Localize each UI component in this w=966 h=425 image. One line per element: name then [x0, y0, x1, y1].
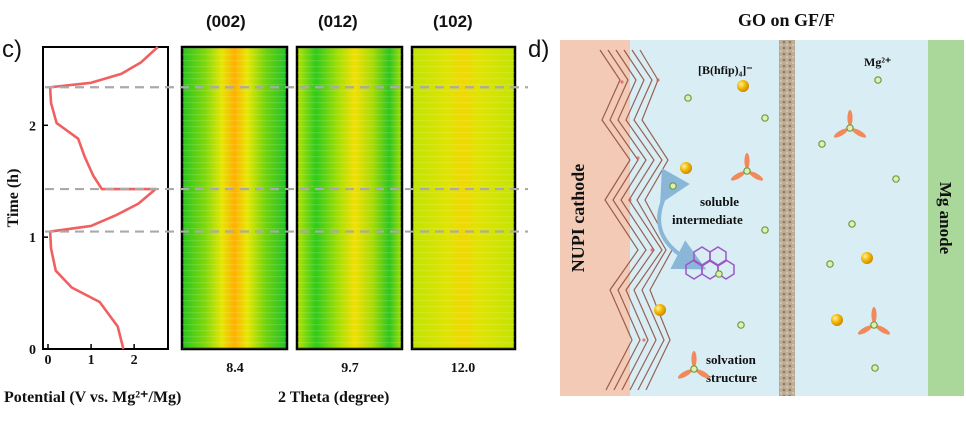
- solvation-label-line2: structure: [706, 370, 757, 385]
- panel-d-schematic: NUPI cathode Mg anode [B(hfip)₄]⁻ Mg²⁺ s…: [560, 40, 964, 396]
- anode-region: [928, 40, 964, 396]
- anion-label: [B(hfip)₄]⁻: [698, 63, 753, 77]
- curved-arrow: [657, 168, 707, 270]
- axis-ticks: 0 1 2 0 1 2: [29, 119, 138, 368]
- x-axis-title-2theta: 2 Theta (degree): [278, 389, 389, 406]
- cation-particles: [669, 76, 900, 372]
- cathode-label: NUPI cathode: [568, 164, 588, 273]
- cation-label: Mg²⁺: [864, 55, 891, 69]
- y-tick-label-0: 0: [29, 343, 36, 358]
- y-tick-label-2: 2: [29, 119, 36, 134]
- heatmap-center-012: 9.7: [341, 361, 359, 376]
- panel-d-label: d): [528, 36, 550, 63]
- heatmap-center-102: 12.0: [451, 361, 476, 376]
- x-axis-title-potential: Potential (V vs. Mg²⁺/Mg): [4, 389, 181, 406]
- y-axis-title: Time (h): [5, 169, 22, 228]
- hkl-label-012: (012): [318, 12, 358, 31]
- hkl-label-102: (102): [433, 12, 473, 31]
- x-tick-label-0: 0: [45, 353, 52, 368]
- anion-particles: [654, 80, 873, 326]
- heatmap-center-002: 8.4: [226, 361, 244, 376]
- panel-c-label: c): [2, 36, 22, 63]
- anode-label: Mg anode: [936, 182, 955, 255]
- nupi-layers: [599, 49, 673, 391]
- x-tick-label-2: 2: [131, 353, 138, 368]
- solvation-label-line1: solvation: [706, 352, 757, 367]
- x-tick-label-1: 1: [88, 353, 95, 368]
- panel-c-figure: 0 1 2 0 1 2 Time (h) Potential (V vs. Mg²⁺/Mg…: [4, 45, 528, 406]
- dashed-time-markers: [45, 86, 528, 233]
- y-tick-label-1: 1: [29, 231, 36, 246]
- solvation-structures: [677, 110, 891, 379]
- intermediate-label-line2: intermediate: [672, 212, 743, 227]
- potential-plot-frame: [42, 46, 169, 350]
- intermediate-label-line1: soluble: [700, 194, 739, 209]
- separator: [779, 40, 795, 396]
- hkl-label-002: (002): [206, 12, 246, 31]
- panel-d-title: GO on GF/F: [738, 10, 836, 30]
